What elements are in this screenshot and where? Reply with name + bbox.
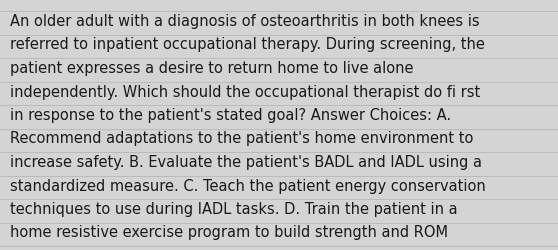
Text: independently. Which should the occupational therapist do fi rst: independently. Which should the occupati… (10, 84, 480, 99)
Text: in response to the patient's stated goal? Answer Choices: A.: in response to the patient's stated goal… (10, 108, 451, 122)
Text: standardized measure. C. Teach the patient energy conservation: standardized measure. C. Teach the patie… (10, 178, 486, 193)
Text: increase safety. B. Evaluate the patient's BADL and IADL using a: increase safety. B. Evaluate the patient… (10, 154, 482, 169)
Text: patient expresses a desire to return home to live alone: patient expresses a desire to return hom… (10, 61, 413, 76)
Text: techniques to use during IADL tasks. D. Train the patient in a: techniques to use during IADL tasks. D. … (10, 201, 458, 216)
Text: referred to inpatient occupational therapy. During screening, the: referred to inpatient occupational thera… (10, 37, 485, 52)
Text: Recommend adaptations to the patient's home environment to: Recommend adaptations to the patient's h… (10, 131, 473, 146)
Text: home resistive exercise program to build strength and ROM: home resistive exercise program to build… (10, 224, 448, 240)
Text: An older adult with a diagnosis of osteoarthritis in both knees is: An older adult with a diagnosis of osteo… (10, 14, 480, 29)
